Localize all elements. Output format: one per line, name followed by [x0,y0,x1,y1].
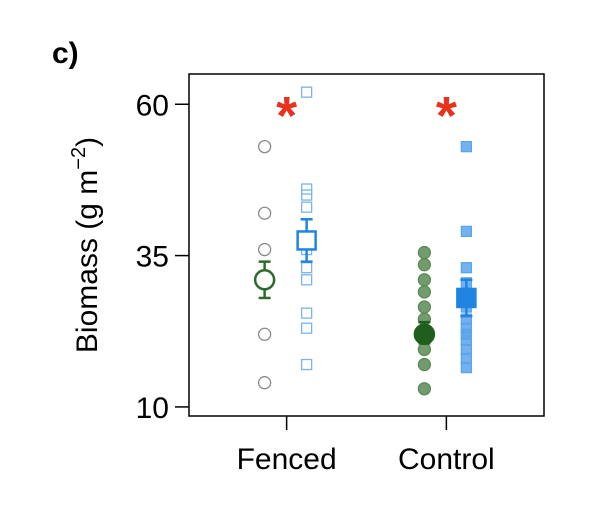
data-point [257,376,272,390]
data-point [417,285,432,299]
y-axis-title: Biomass (g m−2) [68,137,104,353]
x-category-label: Fenced [237,443,337,476]
y-axis-title-superscript: −2 [68,147,90,170]
mean-marker [296,230,317,251]
data-point [257,139,272,154]
data-point [300,189,313,201]
data-point [417,357,432,372]
significance-star: * [276,86,297,146]
mean-marker [456,287,477,309]
data-point [460,262,473,274]
y-tick-label: 10 [136,392,169,425]
data-point [417,342,432,357]
data-point [300,262,313,274]
data-point [300,274,313,286]
y-tick-label: 60 [136,89,169,122]
y-axis-title-main: Biomass (g m [71,170,104,353]
data-point [300,86,313,98]
y-axis: 10 35 60 [136,89,189,425]
data-point [300,201,313,213]
panel-label: c) [52,37,79,70]
mean-marker [253,269,276,291]
y-tick-label: 35 [136,241,169,274]
data-point [257,206,272,220]
significance-star: * [436,86,457,146]
data-point [300,307,313,319]
data-point [417,258,432,272]
data-point [460,225,473,238]
mean-marker [413,323,436,346]
data-point [417,382,432,396]
data-point [417,245,432,260]
data-point [460,140,473,153]
x-category-label: Control [398,443,495,476]
data-layer: * * [253,86,477,396]
data-point [300,358,313,371]
data-point [417,273,432,287]
y-axis-title-close: ) [71,137,104,147]
data-point [300,322,313,334]
data-point [257,327,272,341]
data-point [300,183,313,195]
data-point [257,242,272,257]
plot-frame [188,73,545,417]
x-axis: Fenced Control [237,416,495,476]
data-point [417,300,432,314]
